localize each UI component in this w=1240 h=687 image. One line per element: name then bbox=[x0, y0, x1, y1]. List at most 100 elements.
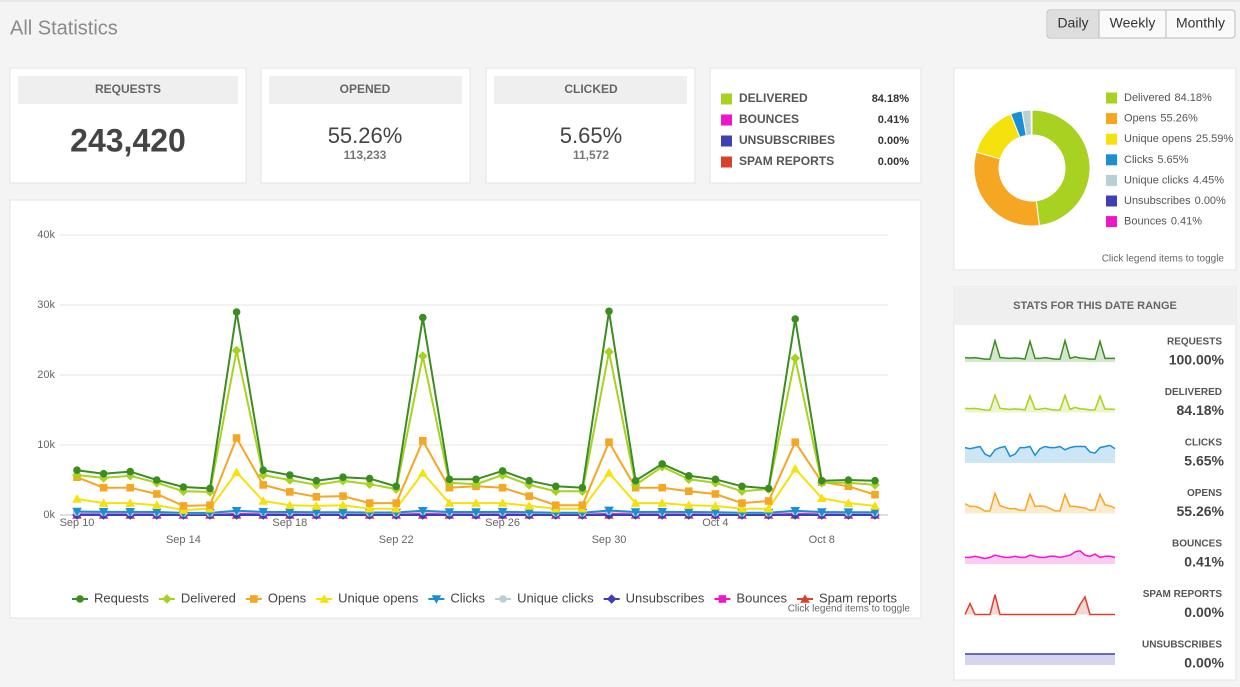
donut-legend-item[interactable]: Unsubscribes 0.00% bbox=[1106, 195, 1226, 207]
point bbox=[392, 499, 400, 507]
point bbox=[552, 501, 560, 509]
point bbox=[392, 482, 401, 491]
y-tick-label: 0k bbox=[43, 509, 55, 521]
legend-item[interactable]: Spam reports bbox=[797, 590, 898, 605]
legend-item[interactable]: Opens bbox=[245, 590, 307, 605]
point bbox=[99, 483, 108, 492]
point bbox=[658, 460, 666, 468]
card-header bbox=[494, 76, 687, 104]
legend-marker bbox=[76, 595, 84, 603]
point bbox=[364, 503, 375, 513]
point bbox=[471, 508, 481, 517]
x-tick-label: Oct 4 bbox=[702, 517, 728, 529]
point bbox=[870, 480, 880, 490]
point bbox=[497, 508, 508, 517]
legend-item[interactable]: Unique opens bbox=[316, 590, 419, 605]
legend-label: Bounces 0.41% bbox=[1124, 216, 1202, 228]
tab[interactable]: Weekly bbox=[1110, 15, 1156, 31]
chart-panel bbox=[9, 199, 922, 619]
x-tick-label: Sep 30 bbox=[592, 534, 627, 546]
tab[interactable]: Monthly bbox=[1176, 15, 1225, 31]
status-swatch bbox=[721, 135, 732, 147]
card-sub: 11,572 bbox=[573, 148, 609, 162]
point bbox=[153, 476, 161, 484]
point bbox=[764, 497, 773, 505]
stats-value: 0.41% bbox=[1184, 554, 1224, 570]
point bbox=[285, 508, 295, 517]
point bbox=[338, 508, 348, 517]
point bbox=[258, 496, 268, 505]
donut-legend-item[interactable]: Clicks 5.65% bbox=[1106, 154, 1189, 166]
stats-row bbox=[955, 479, 1235, 526]
x-tick-label: Sep 18 bbox=[272, 517, 307, 529]
status-swatch bbox=[721, 93, 732, 105]
card-label: OPENED bbox=[340, 82, 391, 96]
legend-label: Delivered bbox=[181, 590, 236, 605]
donut-slice bbox=[1030, 109, 1033, 136]
card-header bbox=[269, 76, 462, 104]
card-sub: 113,233 bbox=[344, 148, 387, 162]
legend-item[interactable]: Bounces bbox=[714, 590, 788, 605]
point bbox=[818, 476, 826, 485]
donut-legend-item[interactable]: Opens 55.26% bbox=[1106, 113, 1198, 125]
point bbox=[738, 499, 746, 507]
legend-item[interactable]: Delivered bbox=[158, 590, 236, 605]
legend-swatch bbox=[1106, 154, 1117, 166]
point bbox=[72, 494, 82, 503]
legend-marker bbox=[499, 595, 507, 603]
point bbox=[152, 508, 162, 517]
point bbox=[764, 484, 773, 493]
stats-label: CLICKS bbox=[1185, 438, 1223, 449]
legend-item[interactable]: Unique clicks bbox=[495, 590, 594, 605]
point bbox=[231, 467, 242, 477]
tab[interactable]: Daily bbox=[1057, 15, 1088, 31]
legend-marker bbox=[718, 595, 727, 603]
legend-value: 84.18% bbox=[1174, 92, 1212, 104]
legend-name: Unsubscribes bbox=[1124, 195, 1191, 207]
point bbox=[419, 437, 427, 445]
point bbox=[179, 502, 188, 510]
legend-item[interactable]: Requests bbox=[72, 590, 149, 605]
legend-marker bbox=[250, 595, 258, 603]
point bbox=[72, 507, 82, 517]
donut-legend-item[interactable]: Unique opens 25.59% bbox=[1106, 133, 1233, 145]
status-name: UNSUBSCRIBES bbox=[739, 133, 835, 147]
sparkline-area bbox=[965, 445, 1115, 463]
stats-label: SPAM REPORTS bbox=[1143, 589, 1223, 600]
stats-label: UNSUBSCRIBES bbox=[1142, 640, 1222, 651]
point bbox=[98, 508, 109, 517]
legend-value: 55.26% bbox=[1160, 113, 1198, 125]
y-tick-label: 20k bbox=[37, 369, 55, 381]
status-value: 0.41% bbox=[878, 114, 909, 126]
legend-marker bbox=[606, 594, 617, 604]
chart-note: Click legend items to toggle bbox=[788, 604, 911, 615]
donut-legend-item[interactable]: Unique clicks 4.45% bbox=[1106, 174, 1224, 186]
point bbox=[125, 498, 135, 507]
donut-legend-item[interactable]: Delivered 84.18% bbox=[1106, 92, 1212, 104]
legend-item[interactable]: Unsubscribes bbox=[603, 590, 705, 605]
y-tick-label: 40k bbox=[37, 229, 55, 241]
series bbox=[73, 307, 879, 493]
stats-value: 5.65% bbox=[1184, 453, 1224, 469]
point bbox=[817, 493, 827, 502]
point bbox=[497, 498, 508, 507]
sparkline bbox=[964, 444, 1116, 458]
stats-label: DELIVERED bbox=[1165, 387, 1222, 398]
legend-label: Clicks 5.65% bbox=[1124, 154, 1189, 166]
tab-group: Daily Weekly Monthly bbox=[1046, 9, 1236, 39]
x-tick-label: Sep 22 bbox=[379, 534, 414, 546]
donut-legend-item[interactable]: Bounces 0.41% bbox=[1106, 216, 1202, 228]
point bbox=[711, 475, 720, 484]
legend-label: Clicks bbox=[450, 590, 485, 605]
point bbox=[98, 498, 109, 507]
legend-marker bbox=[162, 594, 172, 604]
point bbox=[843, 498, 854, 507]
legend-swatch bbox=[1106, 216, 1117, 228]
point bbox=[657, 508, 667, 517]
point bbox=[418, 507, 428, 516]
point bbox=[444, 508, 455, 517]
legend-item[interactable]: Clicks bbox=[428, 590, 486, 605]
sparkline bbox=[964, 393, 1116, 411]
status-name: DELIVERED bbox=[739, 91, 808, 105]
sparkline bbox=[964, 491, 1116, 512]
